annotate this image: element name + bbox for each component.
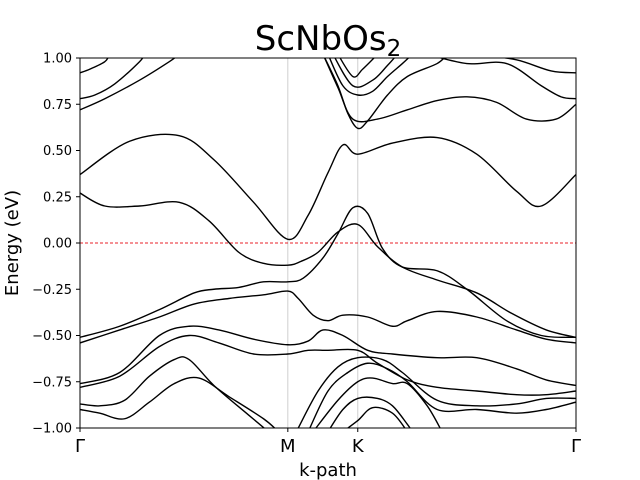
chart-title-main: ScNbOs (255, 19, 387, 59)
y-axis-label: Energy (eV) (2, 190, 23, 296)
band-line-20 (80, 58, 176, 111)
chart-title: ScNbOs2 (255, 19, 401, 62)
band-line-5 (80, 334, 576, 396)
band-line-21 (80, 58, 144, 100)
y-tick-label-0: 1.00 (43, 52, 72, 67)
band-line-22 (80, 58, 109, 74)
y-tick-label-2: 0.50 (43, 144, 72, 159)
y-tick-label-4: 0.00 (43, 237, 72, 252)
band-line-18 (438, 58, 576, 100)
y-tick-label-3: 0.25 (43, 190, 72, 205)
y-tick-label-8: −1.00 (32, 422, 72, 437)
band-line-2 (80, 205, 576, 339)
kpoint-label-3: Γ (571, 436, 581, 457)
band-line-8 (297, 356, 576, 428)
band-line-6 (80, 356, 266, 428)
band-line-9 (309, 362, 576, 428)
y-tick-label-1: 0.75 (43, 98, 72, 113)
bands-group (80, 58, 576, 428)
kpoint-label-2: K (352, 436, 365, 457)
band-line-14 (328, 58, 410, 96)
band-line-1 (80, 192, 576, 339)
plot-area: Γ M K Γ 1.00 0.75 0.50 0.25 0.00 −0.25 −0.50 −0.75 −… (32, 52, 581, 458)
chart-title-subscript: 2 (387, 36, 402, 62)
band-line-4 (80, 325, 576, 387)
band-line-7 (80, 376, 276, 428)
band-line-15 (334, 58, 396, 88)
band-line-19 (501, 58, 576, 74)
y-tick-label-5: −0.25 (32, 283, 72, 298)
plot-frame (79, 57, 577, 429)
band-line-16 (339, 58, 375, 78)
kpoint-label-0: Γ (75, 436, 85, 457)
x-axis-label: k-path (299, 460, 357, 480)
band-line-3 (80, 290, 576, 344)
band-line-11 (329, 396, 411, 428)
kpoint-label-1: M (280, 436, 296, 457)
band-line-12 (346, 406, 406, 428)
y-tick-label-6: −0.50 (32, 329, 72, 344)
band-line-10 (315, 377, 441, 428)
y-tick-label-7: −0.75 (32, 375, 72, 390)
band-line-0 (80, 133, 576, 241)
band-line-17 (323, 58, 576, 123)
